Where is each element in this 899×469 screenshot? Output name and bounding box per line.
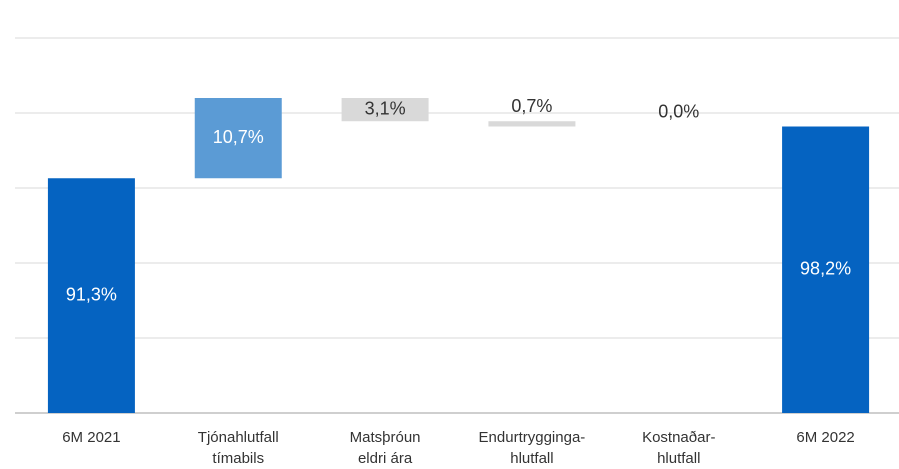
value-label: 0,7%	[511, 96, 552, 116]
bar	[47, 178, 135, 413]
value-label: 98,2%	[800, 259, 851, 279]
x-tick-label: 6M 2022	[796, 429, 854, 446]
value-label: 0,0%	[658, 101, 699, 121]
value-label: 3,1%	[365, 98, 406, 118]
x-tick-label: Kostnaðar-hlutfall	[642, 429, 715, 467]
x-tick-label: 6M 2021	[62, 429, 120, 446]
bar	[194, 98, 282, 179]
value-label: 91,3%	[66, 284, 117, 304]
x-tick-label: Matsþróun eldri ára	[350, 429, 421, 467]
x-tick-label: Endurtrygginga-hlutfall	[479, 429, 586, 467]
x-tick-label: Tjónahlutfall tímabils	[198, 429, 279, 467]
bar	[782, 126, 870, 413]
bar	[341, 98, 429, 122]
value-label: 10,7%	[213, 127, 264, 147]
bar	[488, 121, 576, 127]
